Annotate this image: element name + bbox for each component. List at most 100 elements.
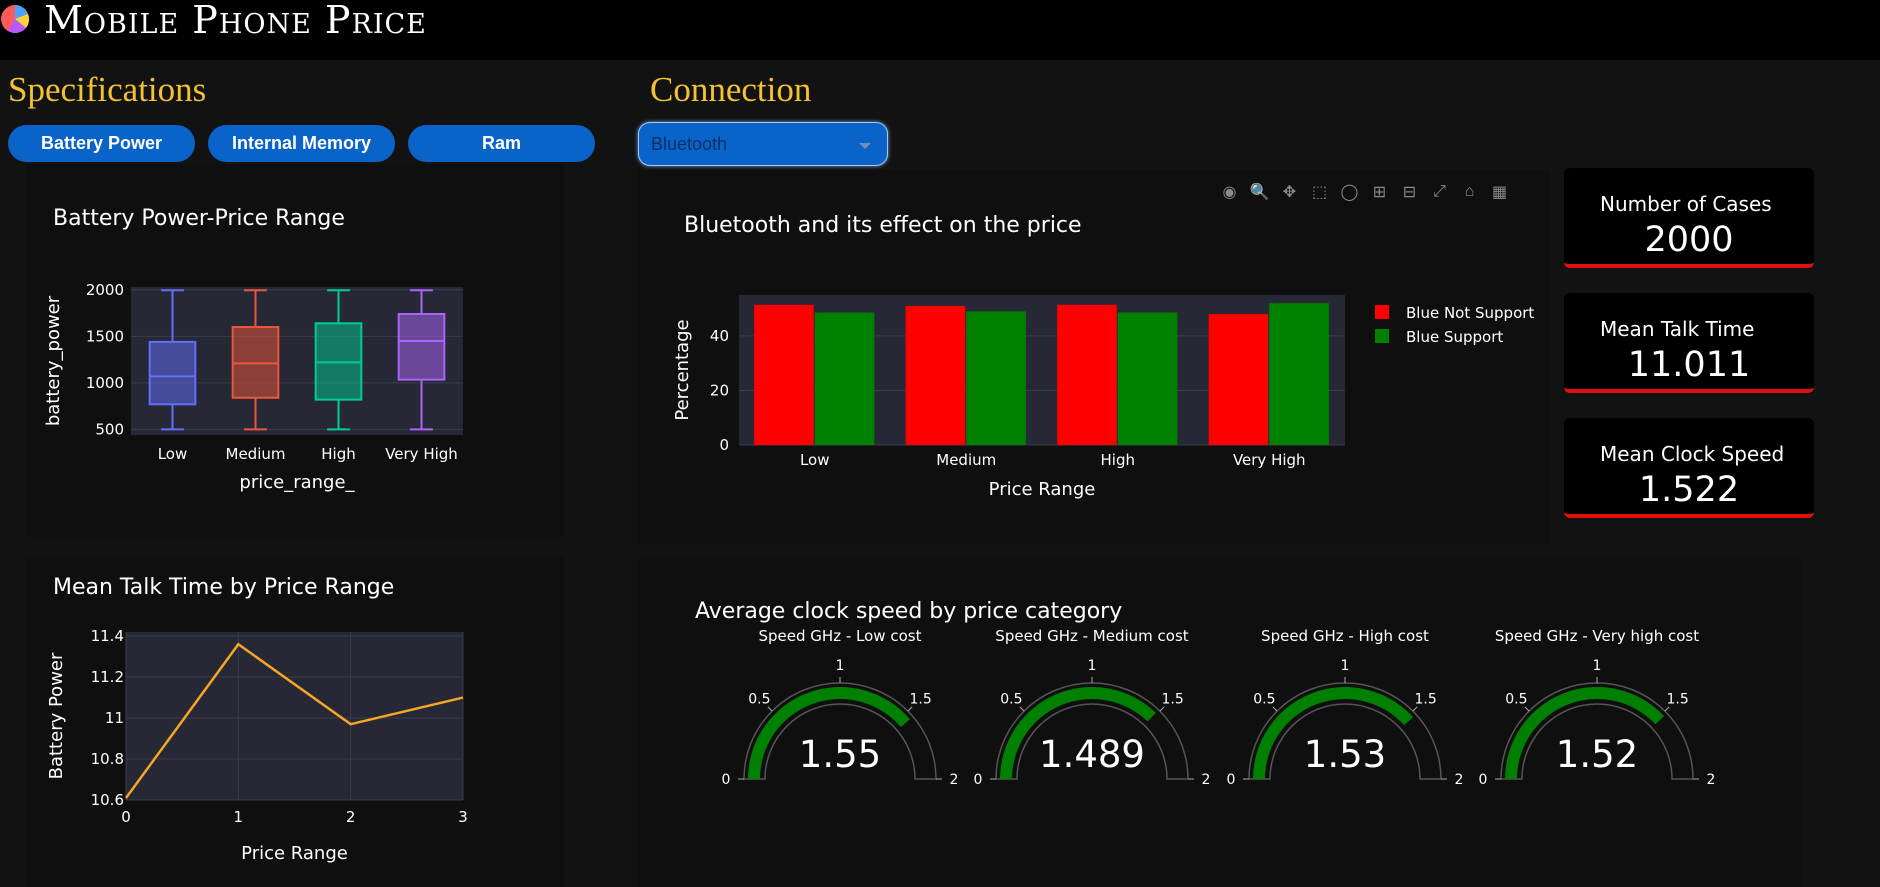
y-tick-label: 2000	[86, 281, 124, 299]
app-header: Mobile Phone Price	[0, 0, 1880, 60]
x-tick-label: 3	[458, 808, 468, 826]
talk-time-line-panel: Mean Talk Time by Price Range 10.6 10.8 11…	[26, 557, 564, 887]
gauge-tick-label: 2	[950, 772, 959, 788]
y-tick-label: 11	[105, 709, 124, 727]
chevron-down-icon	[859, 143, 871, 149]
box-select-icon[interactable]: ⬚	[1311, 184, 1328, 201]
camera-icon[interactable]: ◉	[1222, 184, 1237, 201]
gauge-tick-label: 1.5	[1666, 691, 1688, 707]
line-chart-title: Mean Talk Time by Price Range	[53, 575, 395, 600]
gauge-label: Speed GHz - Low cost	[759, 627, 922, 645]
box-chart-title: Battery Power-Price Range	[53, 206, 345, 231]
internal-memory-button[interactable]: Internal Memory	[208, 125, 395, 162]
gauge-tick	[1019, 706, 1025, 712]
gauge-outline	[1248, 682, 1442, 780]
gauge-tick-label: 1	[1088, 658, 1097, 674]
legend-swatch	[1375, 305, 1389, 319]
kpi-value: 2000	[1644, 220, 1734, 260]
x-axis-title: Price Range	[241, 843, 348, 864]
gauge-tick-label: 0.5	[1000, 691, 1022, 707]
gauge-tick	[767, 706, 773, 712]
lasso-icon[interactable]: ◯	[1340, 184, 1359, 201]
y-tick-label: 0	[719, 436, 729, 454]
gauge-label: Speed GHz - Medium cost	[995, 627, 1189, 645]
y-axis-title: battery_power	[43, 295, 64, 426]
kpi-label: Number of Cases	[1600, 192, 1772, 216]
bar	[966, 311, 1026, 445]
gauge-tick-label: 1	[1341, 658, 1350, 674]
y-tick-label: 10.8	[91, 750, 124, 768]
gauge-tick-label: 1	[1593, 658, 1602, 674]
y-tick-label: 40	[710, 327, 729, 345]
autoscale-icon[interactable]: ⤢	[1433, 183, 1446, 200]
plot-area	[126, 632, 463, 800]
gauge-outline	[743, 682, 937, 780]
x-tick-label: Low	[800, 451, 830, 469]
ram-button[interactable]: Ram	[408, 125, 595, 162]
gauge-value-bar	[748, 687, 910, 779]
kpi-card-cases: Number of Cases 2000	[1564, 168, 1814, 268]
gauge-tick-label: 2	[1707, 772, 1716, 788]
gauge-tick	[1412, 706, 1418, 712]
pan-icon[interactable]: ✥	[1282, 184, 1297, 201]
zoom-out-icon[interactable]: ⊟	[1402, 184, 1417, 201]
gauge-label: Speed GHz - Very high cost	[1495, 627, 1699, 645]
pie-chart-icon	[1, 5, 30, 34]
gauge-value-bar	[1253, 687, 1414, 779]
kpi-label: Mean Clock Speed	[1600, 442, 1785, 466]
bar	[754, 304, 814, 445]
gauge-tick-label: 0	[974, 772, 983, 788]
gauge-tick-label: 0	[722, 772, 731, 788]
x-tick-label: Medium	[936, 451, 996, 469]
y-tick-label: 1000	[86, 374, 124, 392]
gauge-value: 1.489	[1039, 733, 1145, 776]
gauge-tick-label: 1.5	[909, 691, 931, 707]
gauge-tick	[1664, 706, 1670, 712]
gauge-outline	[995, 682, 1189, 780]
reset-axes-icon[interactable]: ⌂	[1464, 183, 1475, 200]
battery-power-button[interactable]: Battery Power	[8, 125, 195, 162]
plotly-logo-icon[interactable]: ▦	[1491, 184, 1508, 201]
x-tick-label: Medium	[226, 445, 286, 463]
kpi-label: Mean Talk Time	[1600, 317, 1755, 341]
bar	[1208, 314, 1269, 445]
gauge-value: 1.55	[799, 733, 881, 776]
x-tick-label: Low	[158, 445, 188, 463]
x-tick-label: High	[1101, 451, 1135, 469]
kpi-card-clock-speed: Mean Clock Speed 1.522	[1564, 418, 1814, 518]
connection-dropdown[interactable]: Bluetooth	[638, 122, 888, 166]
chart-modebar: ◉ 🔍 ✥ ⬚ ◯ ⊞ ⊟ ⤢ ⌂ ▦	[1218, 181, 1511, 203]
bar	[1057, 304, 1117, 445]
bar	[905, 305, 966, 445]
gauge-tick	[1159, 706, 1165, 712]
app-title: Mobile Phone Price	[44, 0, 427, 42]
gauge-tick-label: 1	[836, 658, 845, 674]
gauge-tick-label: 2	[1455, 772, 1464, 788]
clock-speed-gauge-panel: Average clock speed by price category 0 0…	[638, 557, 1801, 887]
legend-label: Blue Not Support	[1406, 304, 1534, 322]
gauge-value: 1.52	[1556, 733, 1638, 776]
y-tick-label: 10.6	[91, 791, 124, 809]
gauge-value-bar	[1000, 687, 1156, 779]
x-tick-label: Very High	[1233, 451, 1306, 469]
y-tick-label: 11.2	[91, 668, 124, 686]
kpi-value: 1.522	[1638, 470, 1740, 510]
bar	[1117, 312, 1178, 445]
y-tick-label: 500	[95, 420, 124, 438]
gauge-tick-label: 0	[1227, 772, 1236, 788]
y-tick-label: 11.4	[91, 627, 124, 645]
gauge-tick-label: 0	[1479, 772, 1488, 788]
gauge-tick-label: 0.5	[1505, 691, 1527, 707]
battery-box-panel: Battery Power-Price Range 500 1000 1500 200…	[26, 165, 564, 537]
zoom-in-icon[interactable]: ⊞	[1372, 184, 1387, 201]
y-axis-title: Battery Power	[46, 652, 67, 779]
bar-chart: 0 20 40 Low Medium High Very High Price Range Pe…	[672, 295, 1534, 500]
gauge-value-bar	[1505, 687, 1665, 779]
bar	[1269, 303, 1329, 445]
gauge-value: 1.53	[1304, 733, 1386, 776]
gauge-tick	[907, 706, 913, 712]
gauge-tick-label: 0.5	[748, 691, 770, 707]
x-axis-title: Price Range	[989, 479, 1096, 500]
zoom-icon[interactable]: 🔍	[1249, 184, 1270, 201]
